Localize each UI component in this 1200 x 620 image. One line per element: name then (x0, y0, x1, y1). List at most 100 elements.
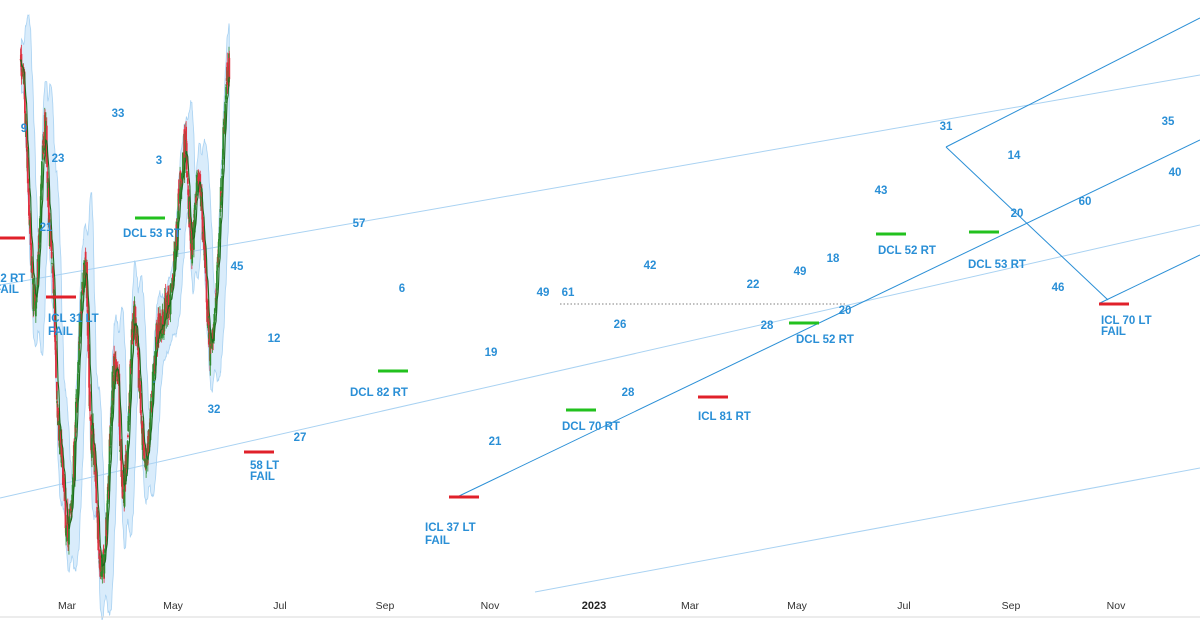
x-tick-label: May (163, 600, 184, 612)
cycle-count-label: 35 (1162, 116, 1175, 128)
candle (57, 406, 59, 422)
low-marker-red (449, 495, 479, 499)
cycle-annotation: DCL 53 RT (123, 228, 181, 240)
channel-top-right (945, 17, 1200, 148)
cycle-count-label: 28 (622, 387, 635, 399)
low-marker-red (46, 295, 76, 299)
cycle-count-label: 57 (353, 218, 366, 230)
channel-rising-late (1099, 254, 1200, 304)
candle (129, 388, 131, 412)
x-tick-label: May (787, 600, 808, 612)
candle (127, 433, 129, 439)
candle (186, 163, 188, 178)
cycle-count-label: 61 (562, 287, 575, 299)
cycle-annotation: DCL 53 RT (968, 259, 1026, 271)
channel-lower-faint (0, 224, 1200, 499)
x-tick-label: Jul (897, 600, 910, 612)
candle (123, 467, 126, 509)
cycle-annotation: DCL 70 RT (562, 421, 620, 433)
candle (149, 393, 152, 419)
cycle-count-label: 40 (1169, 167, 1182, 179)
cycle-count-label: 27 (294, 432, 307, 444)
channel-bottom-faint (534, 467, 1200, 593)
candle (55, 347, 57, 379)
trend-channel-lines (0, 17, 1200, 593)
cycle-annotation: DCL 82 RT (350, 387, 408, 399)
cycle-count-label: 20 (1011, 208, 1024, 220)
cycle-count-label: 20 (839, 305, 852, 317)
cycle-count-label: 49 (794, 266, 807, 278)
low-marker-red (0, 236, 25, 240)
candle (77, 360, 80, 376)
candle (97, 510, 100, 551)
cycle-annotation-fail: FAIL (425, 535, 450, 547)
cycle-count-label: 14 (1008, 150, 1021, 162)
low-marker-green (566, 408, 596, 412)
cycle-annotation: 52 RT (0, 273, 25, 285)
candle (28, 204, 31, 234)
cycle-annotation: ICL 37 LT (425, 522, 476, 534)
candle (38, 215, 41, 248)
candle (63, 474, 65, 502)
x-tick-label: Sep (1002, 600, 1021, 612)
cycle-count-label: 26 (614, 319, 627, 331)
cycle-annotation: ICL 31 LT (48, 313, 99, 325)
low-marker-red (244, 450, 274, 454)
candle (26, 150, 29, 193)
cycle-count-label: 28 (761, 320, 774, 332)
channel-rising-main (456, 139, 1200, 498)
cycle-count-label: 21 (40, 222, 53, 234)
candle (89, 384, 91, 421)
candle (49, 219, 51, 247)
low-marker-red (1099, 302, 1129, 306)
cycle-annotation: DCL 52 RT (796, 334, 854, 346)
x-tick-label: Mar (58, 600, 77, 612)
cycle-count-label: 43 (875, 185, 888, 197)
candle (169, 283, 172, 294)
x-tick-label: Nov (481, 600, 500, 612)
candle (222, 118, 225, 160)
candle (40, 160, 43, 191)
low-marker-green (969, 230, 999, 234)
ma-line (20, 59, 230, 568)
cycle-count-label: 19 (485, 347, 498, 359)
low-marker-green (135, 216, 165, 220)
candle (130, 335, 133, 375)
candle (126, 439, 129, 456)
cycle-annotation-fail: FAIL (1101, 326, 1126, 338)
cycle-count-label: 12 (268, 333, 281, 345)
cycle-annotation-fail: FAIL (48, 326, 73, 338)
cycle-count-label: 6 (399, 283, 405, 295)
cycle-count-label: 3 (156, 155, 162, 167)
cycle-count-label: 42 (644, 260, 657, 272)
candle (157, 307, 160, 342)
cycle-low-markers (0, 216, 1129, 499)
candle (109, 417, 112, 455)
cycle-count-label: 18 (827, 253, 840, 265)
cycle-annotation-fail: FAIL (0, 284, 19, 296)
x-tick-label: Sep (376, 600, 395, 612)
x-tick-label: Nov (1107, 600, 1126, 612)
channel-descending (945, 146, 1109, 301)
cycle-count-label: 9 (21, 123, 27, 135)
cycle-count-label: 32 (208, 404, 221, 416)
candle (220, 192, 223, 209)
cycle-count-label: 33 (112, 108, 125, 120)
x-axis: Mar May Jul Sep Nov 2023 Mar May Jul Sep Nov (0, 381, 1200, 618)
candle (48, 212, 51, 231)
candle (224, 95, 227, 137)
cycle-count-label: 45 (231, 261, 244, 273)
candle (121, 471, 124, 500)
cycle-count-label: 49 (537, 287, 550, 299)
cycle-count-label: 22 (747, 279, 760, 291)
cycle-count-label: 23 (52, 153, 65, 165)
candle (95, 485, 98, 504)
cycle-count-label: 46 (1052, 282, 1065, 294)
low-marker-green (876, 232, 906, 236)
cycle-annotation: ICL 70 LT (1101, 315, 1152, 327)
x-tick-label: Mar (681, 600, 700, 612)
candle (151, 364, 154, 408)
low-marker-green (789, 321, 819, 325)
cycle-count-label: 31 (940, 121, 953, 133)
